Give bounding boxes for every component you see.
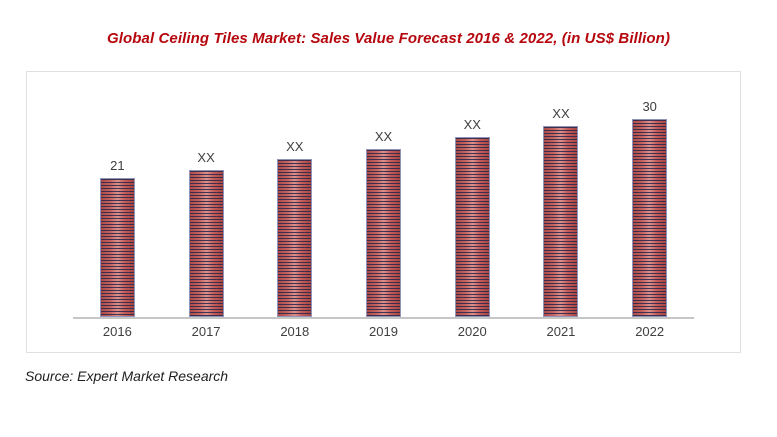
bar bbox=[366, 149, 402, 317]
x-axis-tick-label: 2022 bbox=[635, 324, 665, 339]
source-note: Source: Expert Market Research bbox=[25, 368, 229, 384]
bar-value-label: 30 bbox=[642, 99, 657, 114]
bar bbox=[277, 159, 313, 317]
x-axis-tick-label: 2019 bbox=[369, 324, 398, 339]
bar bbox=[543, 126, 579, 317]
chart-title: Global Ceiling Tiles Market: Sales Value… bbox=[106, 30, 671, 47]
bar-value-label: XX bbox=[374, 129, 393, 144]
bar-group-2021: XX bbox=[517, 72, 606, 317]
bar-group-2018: XX bbox=[250, 72, 339, 317]
bar-group-2022: 30 bbox=[605, 72, 694, 317]
bar bbox=[632, 119, 668, 317]
bar-group-2017: XX bbox=[162, 72, 251, 317]
bar-value-label: XX bbox=[463, 117, 481, 132]
x-axis-tick-label: 2020 bbox=[457, 324, 487, 339]
plot-panel: 21 XX XX XX XX XX 30 2016 2017 2018 2019 2020 2021 2… bbox=[26, 71, 741, 353]
plot-area: 21 XX XX XX XX XX 30 2016 2017 2018 2019 2020 2021 2… bbox=[73, 72, 694, 339]
bar-value-label: 21 bbox=[110, 158, 125, 173]
bar-group-2019: XX bbox=[339, 72, 428, 317]
bar bbox=[188, 170, 224, 317]
x-axis-tick-label: 2017 bbox=[191, 324, 221, 339]
bar-value-label: XX bbox=[552, 106, 570, 121]
bar-value-label: XX bbox=[286, 139, 304, 154]
bar-group-2016: 21 bbox=[73, 72, 162, 317]
x-axis-tick-label: 2021 bbox=[546, 324, 576, 339]
x-axis-tick-label: 2018 bbox=[280, 324, 310, 339]
x-axis-tick-label: 2016 bbox=[102, 324, 132, 339]
x-axis-line bbox=[73, 317, 694, 319]
bar-value-label: XX bbox=[197, 150, 215, 165]
bars-row: 21 XX XX XX XX XX 30 bbox=[73, 72, 694, 317]
bar bbox=[99, 178, 135, 317]
bar bbox=[454, 137, 490, 317]
bar-group-2020: XX bbox=[428, 72, 517, 317]
x-axis-labels: 2016 2017 2018 2019 2020 2021 2022 bbox=[73, 324, 694, 339]
